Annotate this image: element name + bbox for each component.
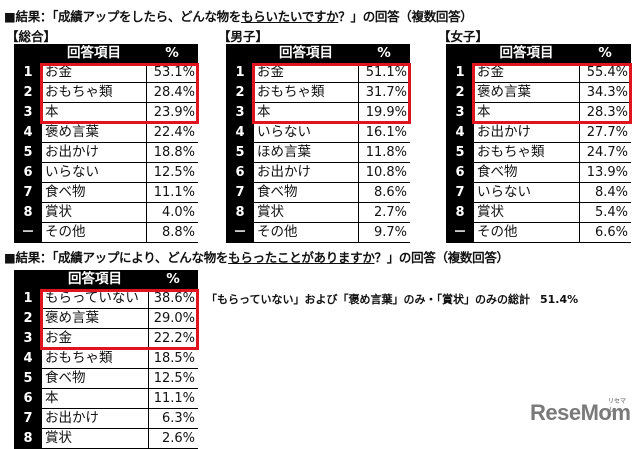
table-row: 8 賞状 4.0% — [14, 202, 198, 223]
section2-title-prefix: ■結果：「成績アップにより、どんな物を — [4, 250, 229, 265]
table-boys: 回答項目% 1 お金 51.1% 2 おもちゃ類 31.7% 3 本 19.9% 4 いらない… — [226, 44, 410, 243]
header-item: 回答項目 — [254, 44, 358, 63]
table-header: 回答項目% — [446, 44, 631, 63]
table-header: 回答項目% — [14, 270, 198, 289]
table-row: 4 おもちゃ類 18.5% — [14, 348, 198, 369]
table-row: 3 本 19.9% — [226, 102, 410, 123]
section2-title-underlined: もらったことがありますか — [228, 250, 375, 265]
table-row: 2 褒め言葉 29.0% — [14, 308, 198, 329]
header-pct: % — [148, 270, 198, 289]
table-row: －その他 9.7% — [226, 222, 410, 243]
group-label-total: 【総合】 — [6, 29, 57, 44]
logo-text: ReseMom — [530, 400, 631, 425]
table-row: －その他 8.8% — [14, 222, 198, 243]
section2-title-suffix: ？」の回答（複数回答） — [374, 250, 510, 265]
table-row: 3 お金 22.2% — [14, 328, 198, 349]
table-row: 5 お出かけ 18.8% — [14, 142, 198, 163]
table-row: 2 おもちゃ類 31.7% — [226, 82, 410, 103]
section1-title-suffix: ？」の回答（複数回答） — [338, 9, 473, 24]
group-label-girls: 【女子】 — [438, 29, 489, 44]
table-row: 4 お出かけ 27.7% — [446, 122, 631, 143]
table-total: 回答項目% 1 お金 53.1% 2 おもちゃ類 28.4% 3 本 23.9% 4 褒め言葉… — [14, 44, 198, 243]
table-row: 5 おもちゃ類 24.7% — [446, 142, 631, 163]
table-row: 7 食べ物 11.1% — [14, 182, 198, 203]
table-row: 5 ほめ言葉 11.8% — [226, 142, 410, 163]
table-row: 3 本 28.3% — [446, 102, 631, 123]
table-row: 6 食べ物 13.9% — [446, 162, 631, 183]
table-row: 6 いらない 12.5% — [14, 162, 198, 183]
table-row: 7 食べ物 8.6% — [226, 182, 410, 203]
table-row: 1 お金 55.4% — [446, 63, 631, 83]
table-row: 7 お出かけ 6.3% — [14, 408, 198, 429]
table-row: 5 食べ物 12.5% — [14, 368, 198, 389]
total-note-text: 「もらっていない」および「褒め言葉」のみ・「賞状」のみの総計 — [206, 293, 530, 306]
total-note-value: 51.4% — [539, 293, 579, 306]
table-row: 2 おもちゃ類 28.4% — [14, 82, 198, 103]
table-row: 6 本 11.1% — [14, 388, 198, 409]
table-row: 2 褒め言葉 34.3% — [446, 82, 631, 103]
total-note: 「もらっていない」および「褒め言葉」のみ・「賞状」のみの総計 51.4% — [206, 291, 578, 307]
header-item: 回答項目 — [42, 270, 148, 289]
table-row: 8 賞状 2.6% — [14, 428, 198, 449]
section1-title: ■結果：「成績アップをしたら、どんな物をもらいたいですか？」の回答（複数回答） — [4, 6, 473, 25]
section1-title-underlined: もらいたいですか — [241, 9, 339, 24]
table-row: 1 お金 53.1% — [14, 63, 198, 83]
table-received: 回答項目% 1 もらっていない 38.6% 2 褒め言葉 29.0% 3 お金 22.2% … — [14, 270, 198, 449]
table-row: 8 賞状 5.4% — [446, 202, 631, 223]
table-row: 1 お金 51.1% — [226, 63, 410, 83]
header-pct: % — [358, 44, 410, 63]
header-item: 回答項目 — [474, 44, 579, 63]
table-row: 3 本 23.9% — [14, 102, 198, 123]
table-girls: 回答項目% 1 お金 55.4% 2 褒め言葉 34.3% 3 本 28.3% 4 お出かけ 2… — [446, 44, 631, 243]
group-label-boys: 【男子】 — [218, 29, 269, 44]
logo-subtext: リセマム — [608, 399, 627, 414]
section2-title: ■結果：「成績アップにより、どんな物をもらったことがありますか？」の回答（複数回… — [4, 247, 509, 266]
table-row: 8 賞状 2.7% — [226, 202, 410, 223]
table-row: 1 もらっていない 38.6% — [14, 289, 198, 309]
table-row: 4 褒め言葉 22.4% — [14, 122, 198, 143]
section1-title-prefix: ■結果：「成績アップをしたら、どんな物を — [4, 9, 242, 24]
table-row: 4 いらない 16.1% — [226, 122, 410, 143]
table-header: 回答項目% — [226, 44, 410, 63]
table-row: －その他 6.6% — [446, 222, 631, 243]
header-item: 回答項目 — [42, 44, 146, 63]
table-header: 回答項目% — [14, 44, 198, 63]
header-pct: % — [579, 44, 631, 63]
table-row: 7 いらない 8.4% — [446, 182, 631, 203]
table-row: 6 お出かけ 10.8% — [226, 162, 410, 183]
resemom-logo: ReseMom リセマム — [530, 399, 631, 426]
header-pct: % — [146, 44, 198, 63]
